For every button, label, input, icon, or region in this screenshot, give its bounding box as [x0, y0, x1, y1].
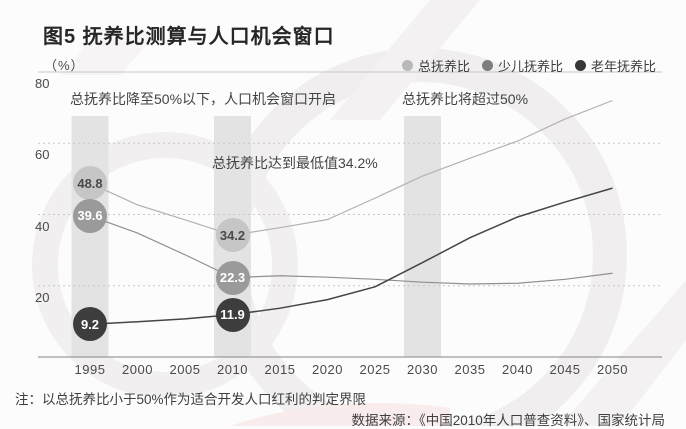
x-tick-label: 1995 — [74, 362, 106, 377]
legend-item-total: 总抚养比 — [401, 56, 470, 75]
chart-annotation: 总抚养比将超过50% — [402, 91, 529, 107]
y-tick-label: 80 — [35, 76, 50, 91]
x-tick-label: 2050 — [597, 362, 628, 377]
x-tick-label: 2030 — [407, 362, 438, 377]
legend-label-total: 总抚养比 — [417, 59, 470, 74]
y-tick-label: 60 — [35, 147, 50, 163]
page-title: 图5 抚养比测算与人口机会窗口 — [43, 26, 335, 48]
legend: 总抚养比 少儿抚养比 老年抚养比 — [401, 56, 656, 75]
y-tick-label: 20 — [35, 289, 50, 305]
x-tick-label: 2000 — [122, 362, 153, 377]
legend-dot-child-icon — [481, 60, 493, 71]
legend-label-elderly: 老年抚养比 — [590, 59, 656, 74]
point-label: 34.2 — [215, 218, 250, 253]
series-line-1 — [89, 215, 613, 285]
x-tick-label: 2040 — [502, 362, 533, 377]
series-lines — [89, 99, 613, 325]
footnote: 注：以总抚养比小于50%作为适合开发人口红利的判定界限 — [15, 392, 367, 407]
point-label: 48.8 — [73, 166, 107, 201]
data-source: 数据来源：《中国2010年人口普查资料》、国家统计局 — [351, 413, 665, 428]
highlight-bar-2030 — [404, 116, 441, 357]
chart-annotation: 总抚养比降至50%以下，人口机会窗口开启 — [70, 91, 337, 107]
x-tick-label: 2015 — [264, 362, 296, 377]
x-tick-label: 2025 — [359, 362, 391, 377]
gridlines — [38, 71, 662, 287]
y-tick-label: 40 — [35, 218, 50, 234]
legend-dot-elderly-icon — [574, 60, 586, 71]
series-line-2 — [89, 187, 613, 325]
x-tick-label: 2010 — [217, 362, 248, 377]
legend-item-child: 少儿抚养比 — [481, 56, 563, 75]
series-line-0 — [89, 99, 613, 236]
legend-dot-total-icon — [401, 60, 413, 71]
point-label: 22.3 — [215, 260, 250, 295]
legend-label-child: 少儿抚养比 — [497, 59, 563, 74]
x-tick-label: 2045 — [549, 362, 581, 377]
y-axis-unit-label: （%） — [44, 58, 85, 73]
x-tick-label: 2020 — [312, 362, 343, 377]
legend-item-elderly: 老年抚养比 — [574, 56, 656, 75]
x-tick-label: 2035 — [454, 362, 486, 377]
chart-annotation: 总抚养比达到最低值34.2% — [212, 155, 378, 171]
point-label: 11.9 — [215, 297, 250, 332]
point-label: 39.6 — [73, 198, 107, 233]
x-tick-label: 2005 — [169, 362, 201, 377]
point-label: 9.2 — [73, 307, 107, 342]
